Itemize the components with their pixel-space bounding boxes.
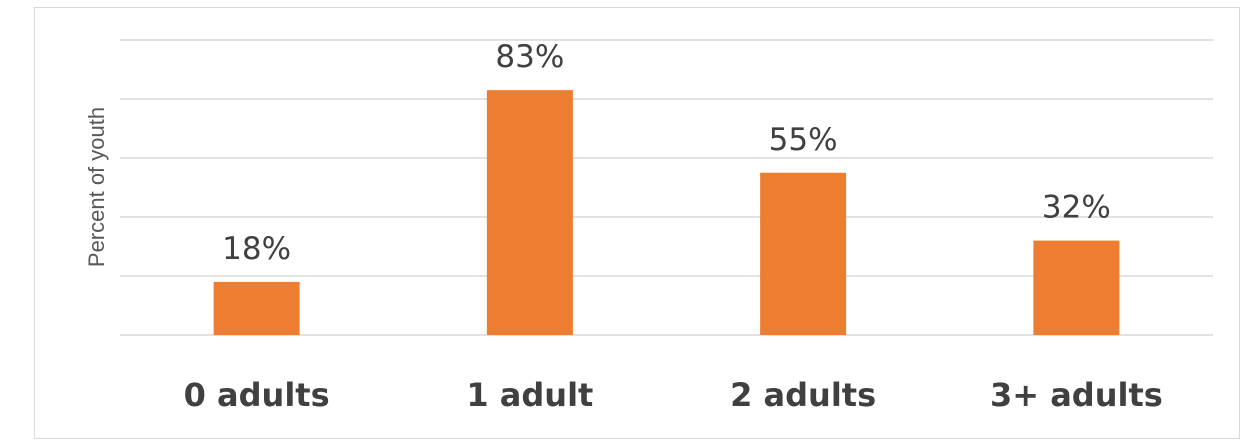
data-label: 83% — [495, 39, 564, 75]
category-label: 3+ adults — [990, 376, 1163, 414]
bar — [486, 90, 573, 336]
bar — [213, 281, 300, 335]
category-label: 2 adults — [730, 376, 876, 414]
chart-frame — [34, 7, 1240, 439]
y-axis-label: Percent of youth — [84, 107, 109, 267]
category-label: 0 adults — [184, 376, 330, 414]
bar — [1033, 240, 1120, 335]
category-label: 1 adult — [466, 376, 593, 414]
data-labels: 18% 83% 55% 32% — [222, 39, 1111, 267]
data-label: 18% — [222, 231, 291, 267]
bars — [213, 90, 1120, 336]
bar — [760, 172, 847, 335]
data-label: 32% — [1042, 190, 1111, 226]
gridlines — [120, 39, 1213, 336]
category-labels: 0 adults 1 adult 2 adults 3+ adults — [184, 376, 1163, 414]
data-label: 55% — [769, 122, 838, 158]
